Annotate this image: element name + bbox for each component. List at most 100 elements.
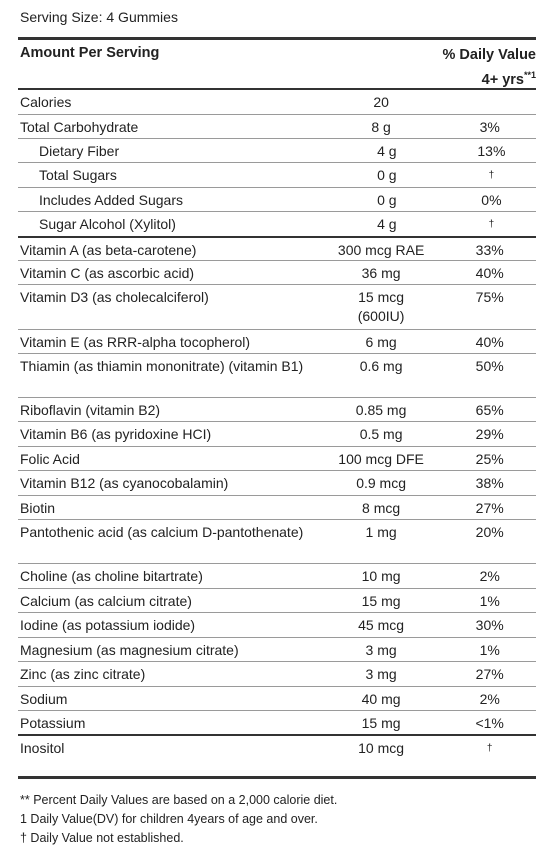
- nutrient-daily-value: †: [486, 743, 493, 754]
- nutrient-name: Magnesium (as magnesium citrate): [20, 642, 239, 658]
- nutrient-name: Vitamin D3 (as cholecalciferol): [20, 289, 209, 305]
- nutrient-name: Pantothenic acid (as calcium D-pantothen…: [20, 524, 304, 540]
- nutrient-row: Magnesium (as magnesium citrate) 3 mg 1%: [18, 637, 536, 661]
- nutrient-amount: 0 g: [377, 192, 397, 208]
- nutrient-name: Riboflavin (vitamin B2): [20, 402, 161, 418]
- nutrient-amount: 36 mg: [361, 265, 401, 281]
- nutrient-daily-value: 30%: [475, 617, 504, 633]
- nutrient-name: Zinc (as zinc citrate): [20, 666, 146, 682]
- nutrient-amount: 0.85 mg: [355, 402, 407, 418]
- nutrient-amount: 40 mg: [361, 691, 401, 707]
- nutrient-amount: 15 mg: [361, 593, 401, 609]
- nutrient-name: Thiamin (as thiamin mononitrate) (vitami…: [20, 358, 304, 374]
- nutrient-name: Calories: [20, 94, 72, 110]
- daily-value-heading-line2: 4+ yrs**1: [443, 65, 536, 90]
- nutrient-name: Iodine (as potassium iodide): [20, 617, 196, 633]
- nutrient-amount: 300 mcg RAE: [337, 242, 425, 258]
- daily-value-footnote-mark: **1: [523, 70, 536, 80]
- nutrient-row: Vitamin D3 (as cholecalciferol) 15 mcg (6…: [18, 284, 536, 329]
- nutrient-name: Sodium: [20, 691, 68, 707]
- nutrient-name: Vitamin B6 (as pyridoxine HCI): [20, 426, 212, 442]
- nutrient-name: Vitamin A (as beta-carotene): [20, 242, 197, 258]
- nutrient-row: Zinc (as zinc citrate) 3 mg 27%: [18, 661, 536, 686]
- nutrient-amount: 1 mg: [365, 524, 397, 540]
- serving-size: Serving Size: 4 Gummies: [20, 9, 178, 25]
- nutrient-amount: 15 mg: [361, 715, 401, 731]
- nutrient-daily-value: †: [488, 170, 495, 181]
- nutrient-amount: 10 mg: [361, 568, 401, 584]
- nutrient-amount: 8 mcg: [362, 500, 401, 516]
- header-rule: [18, 88, 536, 90]
- footnote-not-established: † Daily Value not established.: [20, 831, 184, 845]
- nutrient-row: Inositol 10 mcg †: [18, 734, 536, 761]
- nutrient-daily-value: 20%: [475, 524, 504, 540]
- nutrient-daily-value: 1%: [479, 642, 500, 658]
- nutrient-daily-value: 40%: [475, 334, 504, 350]
- nutrient-name: Biotin: [20, 500, 56, 516]
- nutrient-row: Calcium (as calcium citrate) 15 mg 1%: [18, 588, 536, 612]
- nutrient-daily-value: 29%: [475, 426, 504, 442]
- nutrient-row: Folic Acid 100 mcg DFE 25%: [18, 446, 536, 470]
- nutrient-daily-value: †: [488, 219, 495, 230]
- nutrient-daily-value: 2%: [479, 691, 500, 707]
- nutrient-row: Vitamin B6 (as pyridoxine HCI) 0.5 mg 29%: [18, 421, 536, 446]
- nutrient-name: Total Sugars: [39, 167, 117, 183]
- nutrient-name: Sugar Alcohol (Xylitol): [39, 216, 176, 232]
- nutrient-name: Includes Added Sugars: [39, 192, 183, 208]
- nutrient-name: Vitamin B12 (as cyanocobalamin): [20, 475, 229, 491]
- nutrient-row: Biotin 8 mcg 27%: [18, 495, 536, 519]
- nutrient-daily-value: 38%: [475, 475, 504, 491]
- nutrient-amount: 6 mg: [365, 334, 397, 350]
- nutrient-row: Vitamin A (as beta-carotene) 300 mcg RAE 3…: [18, 236, 536, 260]
- nutrient-amount: 15 mcg (600IU): [357, 289, 405, 324]
- nutrient-row: Dietary Fiber 4 g 13%: [18, 138, 536, 162]
- nutrient-row: Total Carbohydrate 8 g 3%: [18, 114, 536, 138]
- nutrient-daily-value: 75%: [475, 289, 504, 305]
- nutrient-name: Inositol: [20, 740, 65, 756]
- nutrient-amount: 4 g: [377, 143, 397, 159]
- top-rule: [18, 37, 536, 40]
- nutrient-daily-value: 33%: [475, 242, 504, 258]
- nutrient-row: Vitamin B12 (as cyanocobalamin) 0.9 mcg 38…: [18, 470, 536, 495]
- nutrient-row: Iodine (as potassium iodide) 45 mcg 30%: [18, 612, 536, 637]
- nutrient-row: Sodium 40 mg 2%: [18, 686, 536, 710]
- nutrient-name: Vitamin C (as ascorbic acid): [20, 265, 195, 281]
- table-header: Amount Per Serving % Daily Value 4+ yrs*…: [18, 44, 536, 88]
- nutrient-daily-value: 1%: [479, 593, 500, 609]
- daily-value-age: 4+ yrs: [481, 71, 524, 88]
- nutrient-amount: 10 mcg: [358, 740, 405, 756]
- nutrient-daily-value: 25%: [475, 451, 504, 467]
- amount-per-serving-heading: Amount Per Serving: [20, 45, 160, 61]
- nutrient-row: Sugar Alcohol (Xylitol) 4 g †: [18, 211, 536, 236]
- nutrient-amount: 0 g: [377, 167, 397, 183]
- nutrient-row: Pantothenic acid (as calcium D-pantothen…: [18, 519, 536, 563]
- nutrient-daily-value: 40%: [475, 265, 504, 281]
- nutrient-table: Calories 20 Total Carbohydrate 8 g 3% Dietary…: [18, 90, 536, 761]
- nutrient-row: Includes Added Sugars 0 g 0%: [18, 187, 536, 211]
- nutrient-daily-value: 27%: [475, 500, 504, 516]
- nutrient-row: Vitamin E (as RRR-alpha tocopherol) 6 mg 4…: [18, 329, 536, 353]
- nutrient-daily-value: 50%: [475, 358, 504, 374]
- nutrient-amount: 3 mg: [365, 642, 397, 658]
- nutrient-daily-value: <1%: [475, 715, 504, 731]
- nutrient-row: Vitamin C (as ascorbic acid) 36 mg 40%: [18, 260, 536, 284]
- nutrient-daily-value: 2%: [479, 568, 500, 584]
- nutrient-row: Thiamin (as thiamin mononitrate) (vitami…: [18, 353, 536, 397]
- nutrient-name: Potassium: [20, 715, 86, 731]
- nutrient-amount: 8 g: [371, 119, 391, 135]
- footnote-children-dv: 1 Daily Value(DV) for children 4years of…: [20, 812, 318, 826]
- nutrient-daily-value: [443, 93, 536, 114]
- nutrient-amount: 3 mg: [365, 666, 397, 682]
- nutrient-name: Vitamin E (as RRR-alpha tocopherol): [20, 334, 251, 350]
- footnote-percent-dv: ** Percent Daily Values are based on a 2…: [20, 793, 338, 807]
- daily-value-heading-line1: % Daily Value: [442, 47, 537, 63]
- nutrient-row: Choline (as choline bitartrate) 10 mg 2%: [18, 563, 536, 588]
- nutrient-daily-value: 27%: [475, 666, 504, 682]
- nutrient-amount: 100 mcg DFE: [338, 451, 424, 467]
- daily-value-heading: % Daily Value 4+ yrs**1: [443, 45, 537, 90]
- nutrient-daily-value: 13%: [477, 143, 506, 159]
- nutrient-name: Total Carbohydrate: [20, 119, 139, 135]
- nutrient-daily-value: 65%: [475, 402, 504, 418]
- bottom-rule: [18, 776, 536, 779]
- footnotes: ** Percent Daily Values are based on a 2…: [20, 791, 337, 848]
